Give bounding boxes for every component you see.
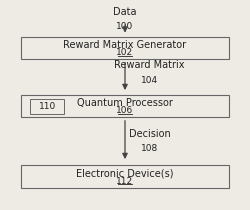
Text: Reward Matrix Generator: Reward Matrix Generator (64, 40, 186, 50)
Text: 106: 106 (116, 106, 134, 115)
Text: 102: 102 (116, 48, 134, 57)
Text: Decision: Decision (129, 129, 170, 139)
Text: Data: Data (113, 7, 137, 17)
FancyBboxPatch shape (21, 165, 229, 188)
Text: 108: 108 (141, 144, 158, 153)
Text: 104: 104 (141, 76, 158, 85)
Text: Quantum Processor: Quantum Processor (77, 98, 173, 108)
Text: Electronic Device(s): Electronic Device(s) (76, 169, 174, 178)
Text: 110: 110 (38, 102, 56, 111)
Text: 112: 112 (116, 177, 134, 186)
FancyBboxPatch shape (30, 99, 64, 114)
Text: 100: 100 (116, 22, 134, 31)
Text: Reward Matrix: Reward Matrix (114, 60, 185, 70)
FancyBboxPatch shape (21, 95, 229, 117)
FancyBboxPatch shape (21, 37, 229, 59)
